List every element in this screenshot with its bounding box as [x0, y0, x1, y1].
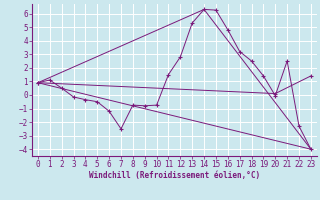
X-axis label: Windchill (Refroidissement éolien,°C): Windchill (Refroidissement éolien,°C) [89, 171, 260, 180]
